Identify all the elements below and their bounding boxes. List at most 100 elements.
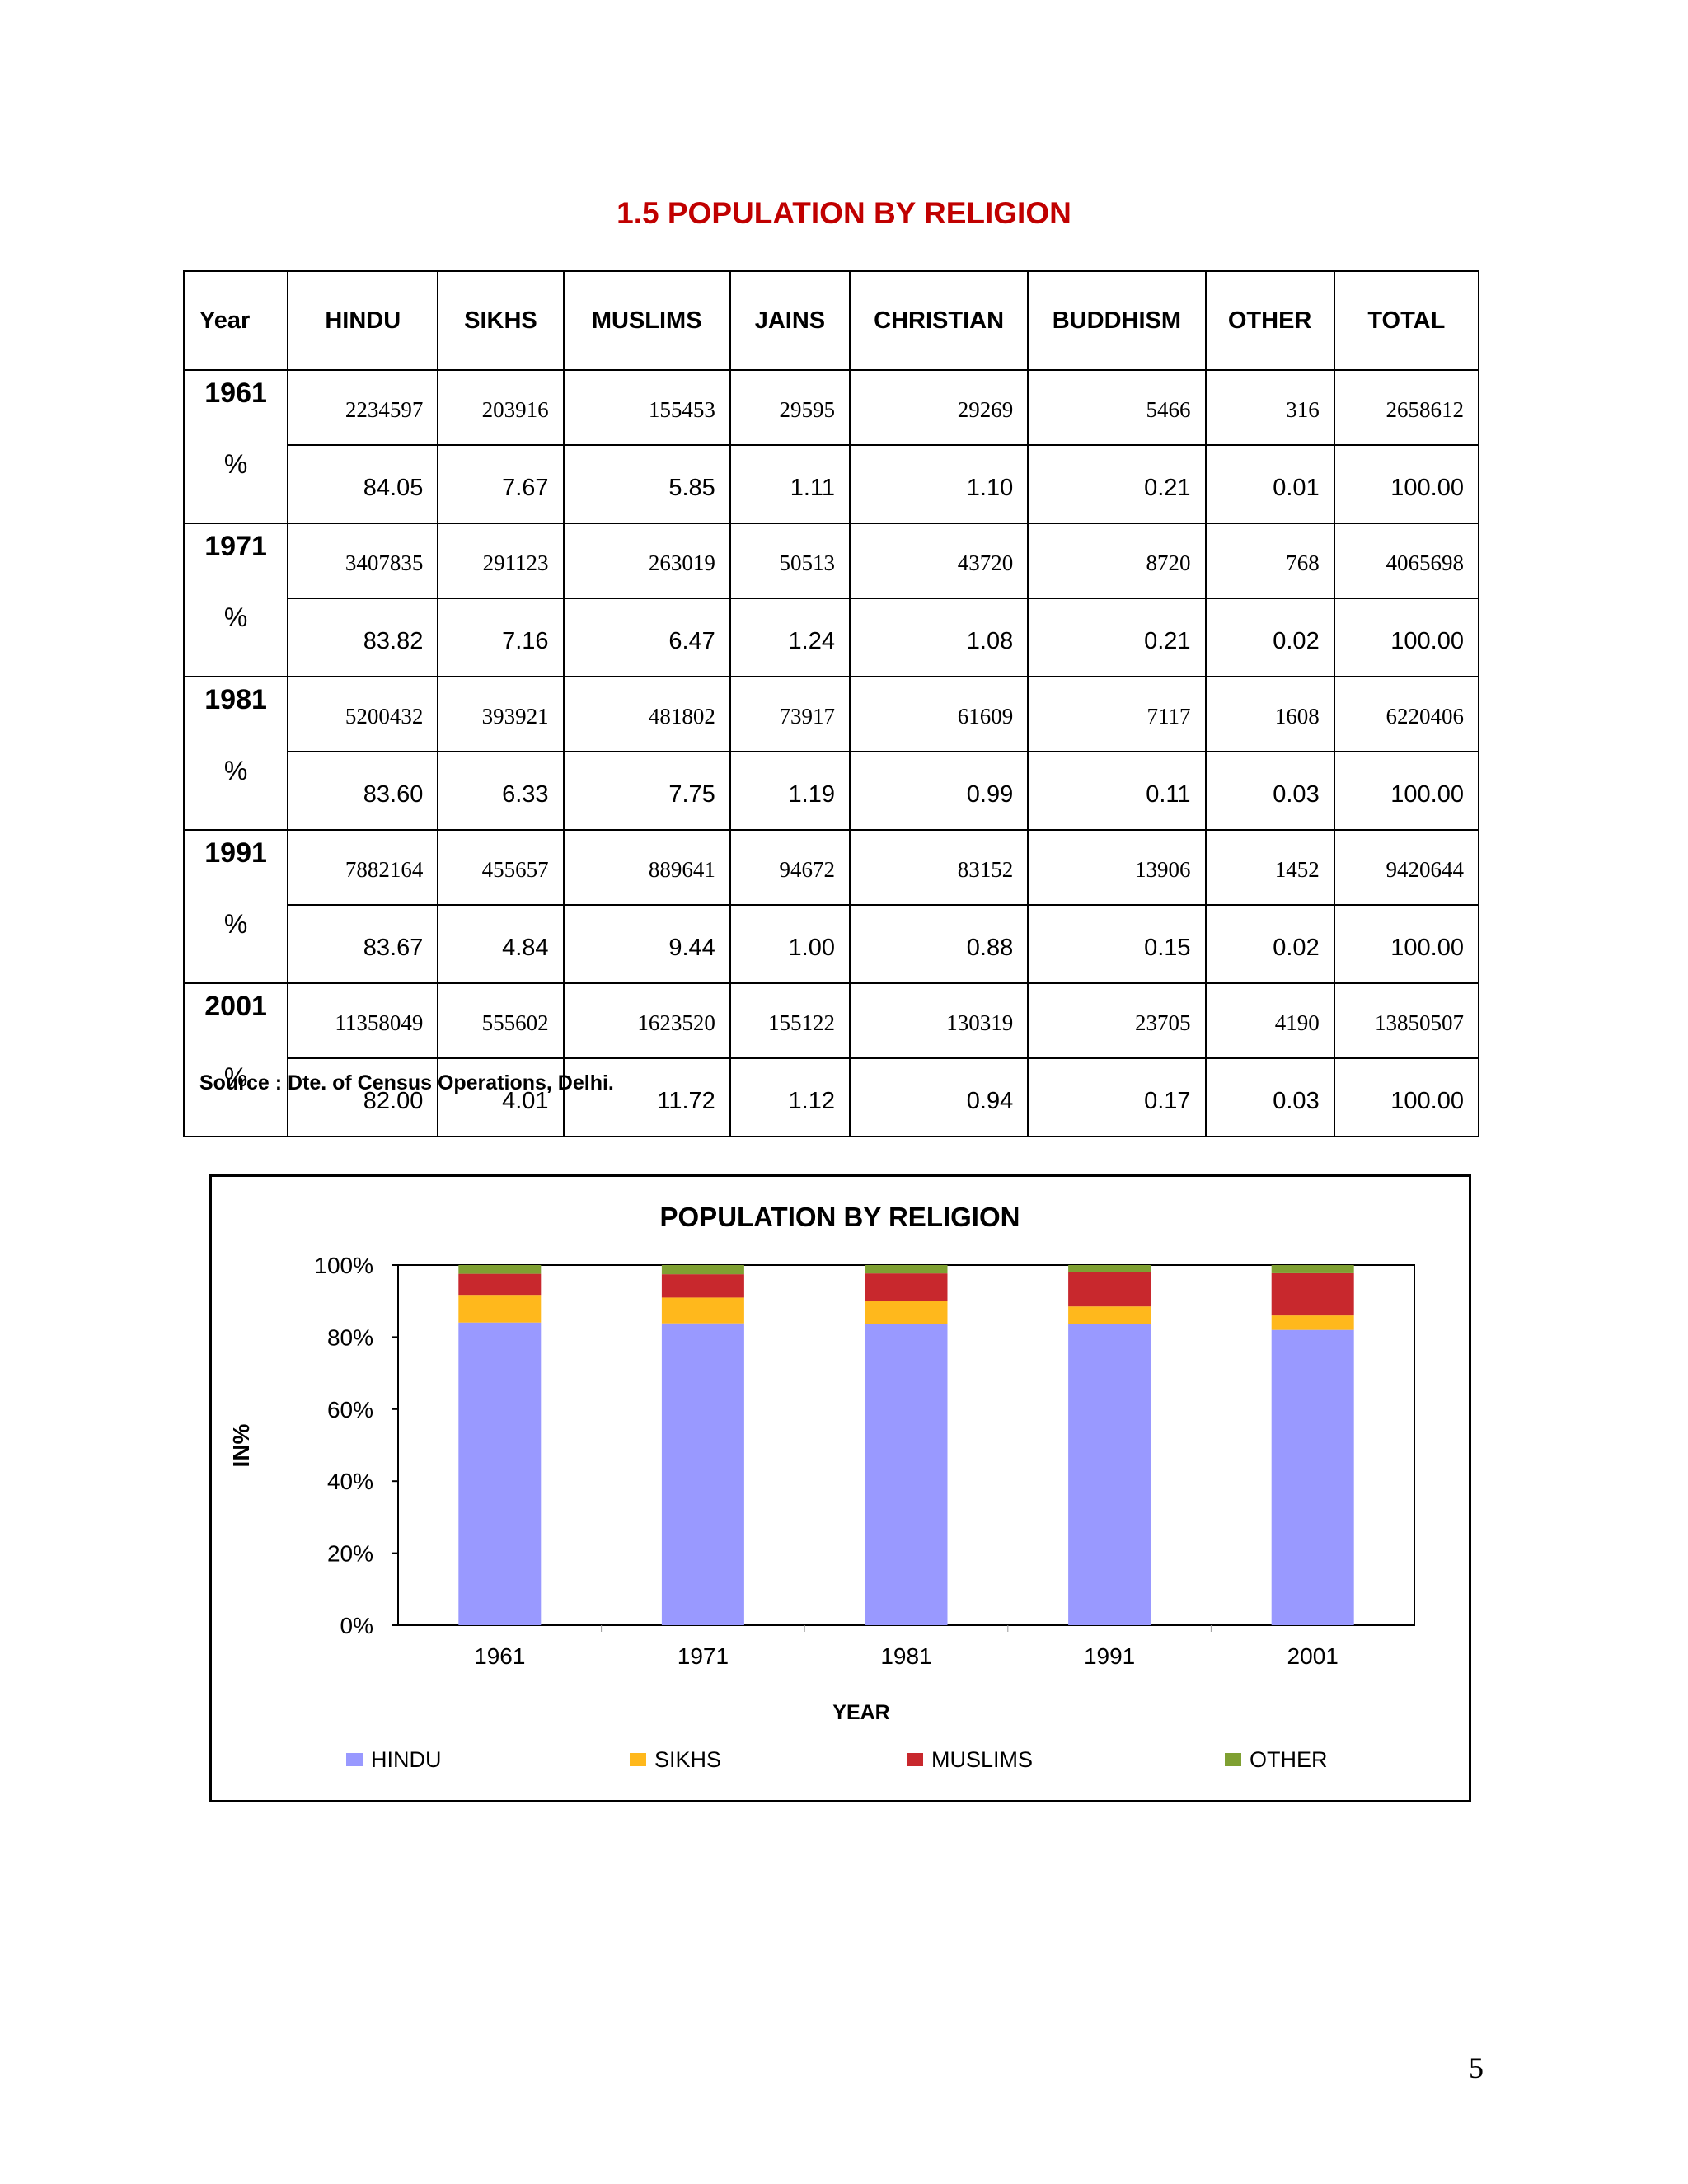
count-cell: 11358049	[287, 982, 439, 1059]
legend-label: HINDU	[371, 1747, 442, 1772]
bar-segment	[1271, 1329, 1354, 1625]
percent-cell: 6.33	[437, 751, 565, 831]
legend-label: MUSLIMS	[931, 1747, 1033, 1772]
percent-cell: 1.19	[729, 751, 851, 831]
column-header: MUSLIMS	[562, 270, 731, 371]
percent-cell: 83.60	[287, 751, 439, 831]
bar-segment	[661, 1297, 744, 1324]
legend-label: OTHER	[1250, 1747, 1328, 1772]
bar-segment	[458, 1322, 542, 1625]
count-cell: 5200432	[287, 676, 439, 752]
percent-cell: 0.99	[848, 751, 1029, 831]
percent-cell: 100.00	[1333, 904, 1480, 984]
table-row: 1971% 3407835 291123 263019 50513 43720 8720 76…	[182, 523, 1480, 677]
chart-title: POPULATION BY RELIGION	[660, 1202, 1020, 1232]
population-table: Year HINDU SIKHS MUSLIMS JAINS CHRISTIAN BUDDH…	[182, 270, 1480, 1137]
table-row: 83.67 4.84 9.44 1.00 0.88 0.15 0.02 100.00	[184, 904, 1480, 984]
bar-segment	[661, 1274, 744, 1298]
table-row: 82.00 4.01 11.72 1.12 0.94 0.17 0.03 100.00	[184, 1057, 1480, 1137]
bar-segment	[1271, 1272, 1354, 1316]
bar-segment	[1068, 1272, 1151, 1307]
count-cell: 5466	[1027, 369, 1207, 446]
column-header: BUDDHISM	[1027, 270, 1207, 371]
percent-cell: 1.11	[729, 444, 851, 524]
column-header: OTHER	[1204, 270, 1335, 371]
count-cell: 9420644	[1333, 829, 1480, 906]
year-label: 1961	[204, 377, 267, 409]
count-cell: 2234597	[287, 369, 439, 446]
count-cell: 13906	[1027, 829, 1207, 906]
percent-cell: 0.11	[1027, 751, 1207, 831]
count-cell: 43720	[848, 523, 1029, 599]
column-header: SIKHS	[437, 270, 565, 371]
y-tick-label: 0%	[340, 1613, 373, 1638]
bar-segment	[1271, 1265, 1354, 1273]
percent-cell: 100.00	[1333, 598, 1480, 677]
y-axis-label: IN%	[228, 1423, 254, 1467]
x-tick-label: 1981	[880, 1643, 931, 1669]
year-label: 1981	[204, 684, 267, 715]
count-cell: 130319	[848, 982, 1029, 1059]
count-cell: 291123	[437, 523, 565, 599]
bar-segment	[458, 1265, 542, 1274]
percent-cell: 0.21	[1027, 598, 1207, 677]
column-header: TOTAL	[1333, 270, 1480, 371]
bar-segment	[865, 1301, 948, 1324]
table-row: 84.05 7.67 5.85 1.11 1.10 0.21 0.01 100.00	[184, 444, 1480, 524]
percent-cell: 7.16	[437, 598, 565, 677]
percent-cell: 83.82	[287, 598, 439, 677]
legend-swatch	[630, 1753, 646, 1766]
column-header: HINDU	[287, 270, 439, 371]
count-cell: 889641	[562, 829, 731, 906]
page-title: 1.5 POPULATION BY RELIGION	[617, 196, 1071, 230]
count-cell: 155122	[729, 982, 851, 1059]
bar-segment	[1068, 1265, 1151, 1272]
year-cell: 1981%	[182, 676, 289, 831]
bar-segment	[1068, 1324, 1151, 1625]
chart-panel: POPULATION BY RELIGION 0% 20% 40% 60% 80% 100%…	[209, 1174, 1471, 1802]
percent-cell: 83.67	[287, 904, 439, 984]
table-row: 83.82 7.16 6.47 1.24 1.08 0.21 0.02 100.00	[184, 598, 1480, 677]
count-cell: 203916	[437, 369, 565, 446]
percent-cell: 0.21	[1027, 444, 1207, 524]
count-cell: 263019	[562, 523, 731, 599]
bar-segment	[458, 1273, 542, 1296]
percent-cell: 7.67	[437, 444, 565, 524]
year-label: 1971	[204, 531, 267, 562]
legend-swatch	[346, 1753, 363, 1766]
x-tick-label: 1971	[678, 1643, 729, 1669]
table-header-row: Year HINDU SIKHS MUSLIMS JAINS CHRISTIAN BUDDH…	[182, 270, 1480, 371]
count-cell: 3407835	[287, 523, 439, 599]
y-tick-label: 100%	[314, 1253, 373, 1278]
percent-cell: 0.03	[1204, 751, 1335, 831]
count-cell: 455657	[437, 829, 565, 906]
percent-cell: 0.17	[1027, 1057, 1207, 1137]
y-tick-label: 20%	[327, 1541, 373, 1567]
percent-cell: 4.84	[437, 904, 565, 984]
count-cell: 73917	[729, 676, 851, 752]
count-cell: 481802	[562, 676, 731, 752]
percent-cell: 100.00	[1333, 1057, 1480, 1137]
count-cell: 1452	[1204, 829, 1335, 906]
count-cell: 8720	[1027, 523, 1207, 599]
percent-label: %	[223, 909, 248, 939]
bar-segment	[865, 1324, 948, 1625]
percent-cell: 0.15	[1027, 904, 1207, 984]
percent-label: %	[223, 756, 248, 785]
percent-cell: 100.00	[1333, 444, 1480, 524]
percent-label: %	[223, 449, 248, 479]
count-cell: 4190	[1204, 982, 1335, 1059]
table-row: 83.60 6.33 7.75 1.19 0.99 0.11 0.03 100.00	[184, 751, 1480, 831]
table-row: 1981% 5200432 393921 481802 73917 61609 7117 16…	[182, 676, 1480, 831]
count-cell: 1608	[1204, 676, 1335, 752]
percent-cell: 100.00	[1333, 751, 1480, 831]
year-cell: 1971%	[182, 523, 289, 677]
percent-label: %	[223, 602, 248, 632]
column-header: CHRISTIAN	[848, 270, 1029, 371]
percent-cell: 9.44	[562, 904, 731, 984]
percent-label: %	[223, 1062, 248, 1092]
year-label: 2001	[204, 991, 267, 1022]
percent-cell: 1.24	[729, 598, 851, 677]
percent-cell: 0.88	[848, 904, 1029, 984]
percent-cell: 4.01	[437, 1057, 565, 1137]
